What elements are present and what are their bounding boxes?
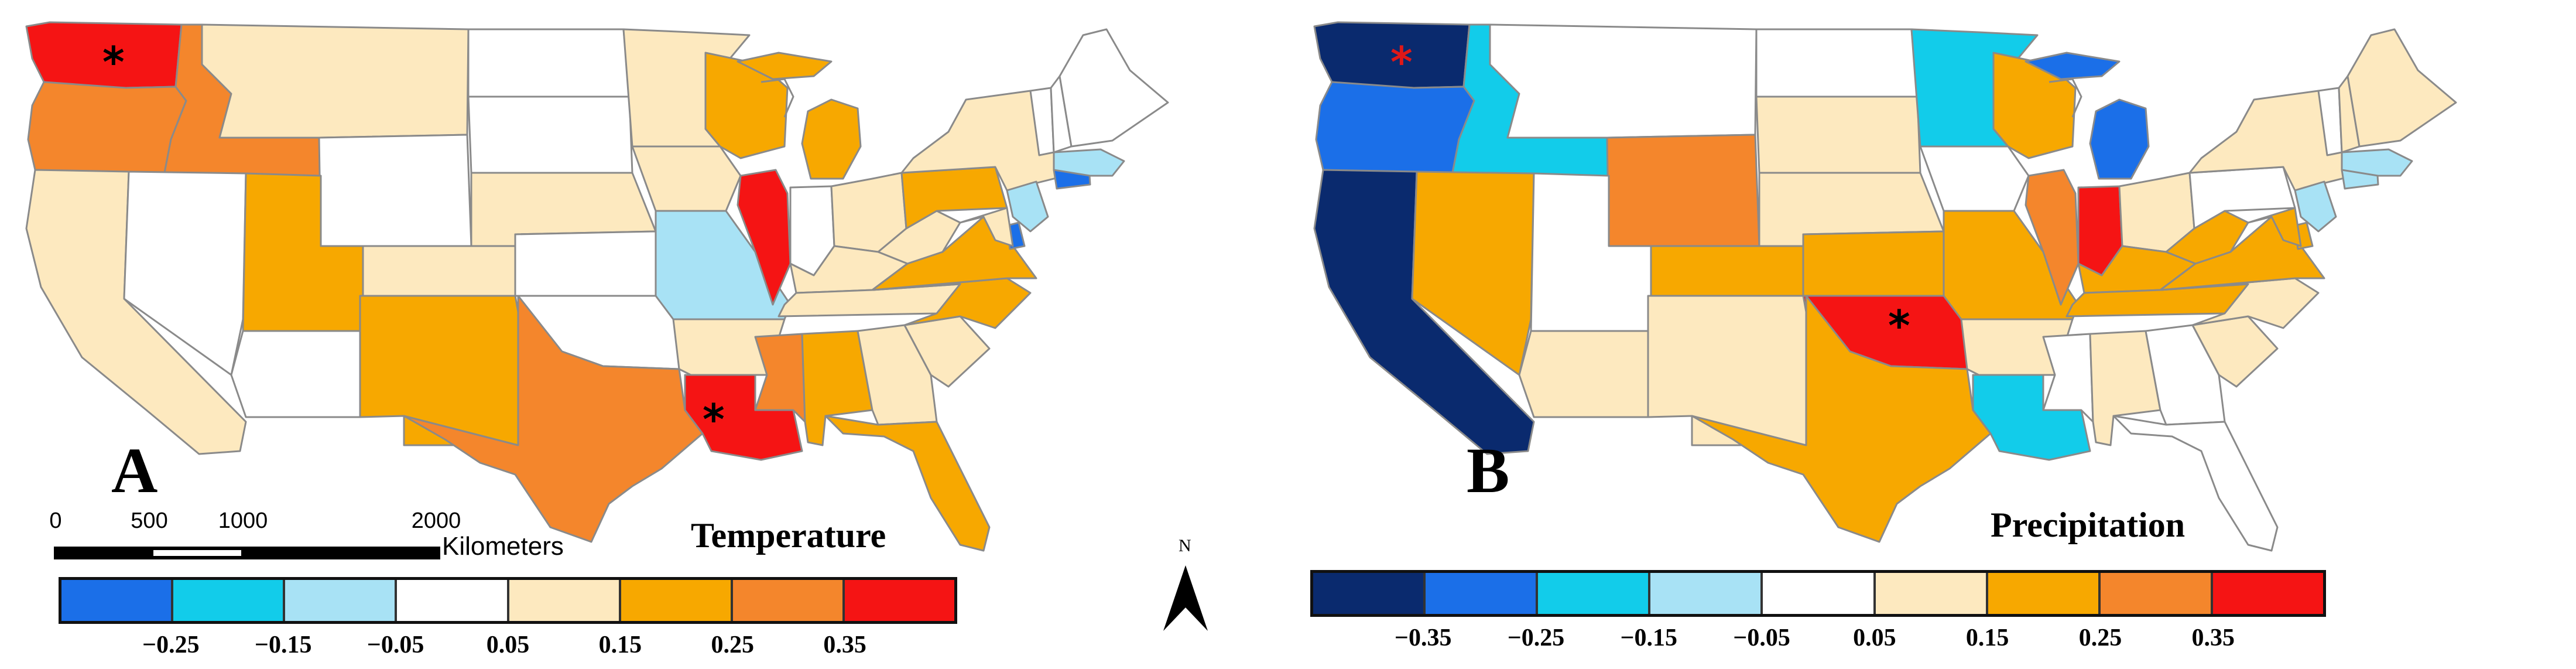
- state-nc: [2159, 277, 2320, 329]
- north-arrow-icon: [1163, 565, 1208, 631]
- legend-swatch-7: [2100, 573, 2213, 614]
- variable-title: Temperature: [691, 516, 886, 555]
- state-nd: [467, 28, 631, 98]
- color-legend: [59, 577, 957, 624]
- scale-tick-1000: 1000: [218, 508, 268, 533]
- legend-swatch-5: [621, 580, 733, 621]
- state-la: [684, 374, 803, 461]
- state-or: [1315, 81, 1475, 177]
- legend-tick-3: 0.05: [486, 632, 530, 658]
- legend-tick-7: 0.35: [2191, 624, 2235, 651]
- state-ms: [2042, 333, 2094, 423]
- significance-asterisk-wa: *: [1390, 37, 1413, 87]
- state-me: [1059, 28, 1169, 148]
- legend-tick-4: 0.05: [1853, 624, 1896, 651]
- state-ms: [754, 333, 806, 423]
- panel-letter: B: [1467, 435, 1510, 506]
- legend-swatch-2: [285, 580, 398, 621]
- north-label: N: [1179, 536, 1191, 555]
- panel-letter: A: [111, 435, 158, 506]
- state-nm: [1647, 295, 1810, 446]
- legend-tick-0: −0.35: [1395, 624, 1452, 651]
- legend-swatch-0: [1313, 573, 1426, 614]
- legend-swatch-1: [173, 580, 286, 621]
- scale-tick-2000: 2000: [411, 508, 461, 533]
- us-state-map: [1313, 21, 2457, 552]
- scale-tick-0: 0: [49, 508, 62, 533]
- state-fl: [2112, 415, 2279, 552]
- legend-tick-3: −0.05: [1733, 624, 1790, 651]
- state-mi: [737, 52, 862, 180]
- state-fl: [824, 415, 991, 552]
- state-md: [2247, 207, 2302, 247]
- state-il: [2025, 169, 2080, 306]
- state-ia: [631, 145, 742, 212]
- state-nv: [123, 170, 247, 376]
- legend-tick-1: −0.25: [1507, 624, 1565, 651]
- state-nv: [1411, 170, 1535, 376]
- state-md: [959, 207, 1014, 247]
- significance-asterisk-la: *: [703, 395, 725, 444]
- legend-swatch-4: [1763, 573, 1876, 614]
- legend-swatch-4: [509, 580, 621, 621]
- state-wy: [318, 134, 472, 247]
- state-ks: [1802, 230, 1945, 297]
- legend-swatch-1: [1426, 573, 1539, 614]
- scale-tick-500: 500: [131, 508, 168, 533]
- legend-tick-2: −0.05: [366, 632, 424, 658]
- legend-swatch-3: [397, 580, 509, 621]
- scale-unit: Kilometers: [442, 532, 564, 561]
- legend-swatch-8: [2212, 573, 2323, 614]
- scale-bar-segment: [153, 550, 241, 556]
- legend-swatch-0: [61, 580, 174, 621]
- legend-swatch-5: [1875, 573, 1988, 614]
- legend-swatch-7: [844, 580, 954, 621]
- significance-asterisk-wa: *: [102, 37, 125, 87]
- significance-asterisk-ok: *: [1888, 301, 1910, 350]
- state-nc: [871, 277, 1032, 329]
- state-tx: [403, 295, 704, 543]
- state-ma: [2341, 148, 2413, 177]
- state-tx: [1691, 295, 1992, 543]
- scale-bar-frame: [54, 547, 440, 559]
- legend-swatch-2: [1538, 573, 1651, 614]
- state-nj: [2294, 180, 2337, 233]
- state-nj: [1006, 180, 1049, 233]
- legend-tick-5: 0.15: [1965, 624, 2009, 651]
- panel-precipitation: B Precipitation −0.35 −0.25 −0.15 −0.05 0.05…: [1288, 0, 2576, 669]
- legend-swatch-3: [1650, 573, 1763, 614]
- state-ia: [1919, 145, 2030, 212]
- state-nm: [359, 295, 522, 446]
- state-mi: [2025, 52, 2150, 180]
- legend-tick-2: −0.15: [1620, 624, 1678, 651]
- state-or: [27, 81, 187, 177]
- state-nd: [1755, 28, 1919, 98]
- state-me: [2347, 28, 2457, 148]
- state-ma: [1053, 148, 1125, 177]
- lake-outline: [761, 78, 794, 118]
- legend-tick-4: 0.15: [598, 632, 642, 658]
- panel-temperature: A 0 500 1000 2000 Kilometers Temperature…: [25, 21, 1208, 658]
- legend-tick-1: −0.15: [255, 632, 312, 658]
- legend-tick-6: 0.25: [2078, 624, 2122, 651]
- state-az: [230, 330, 364, 418]
- state-ks: [514, 230, 657, 297]
- color-legend: [1310, 570, 2326, 617]
- lake-outline: [2049, 78, 2082, 118]
- state-sd: [1755, 95, 1921, 174]
- state-wy: [1606, 134, 1760, 247]
- legend-tick-0: −0.25: [142, 632, 200, 658]
- variable-title: Precipitation: [1991, 506, 2186, 544]
- legend-tick-5: 0.25: [711, 632, 755, 658]
- legend-swatch-6: [732, 580, 845, 621]
- legend-swatch-6: [1988, 573, 2101, 614]
- state-il: [737, 169, 792, 306]
- us-state-map: [25, 21, 1169, 552]
- state-la: [1972, 374, 2091, 461]
- state-mt: [201, 23, 470, 139]
- state-sd: [467, 95, 633, 174]
- state-mt: [1489, 23, 1758, 139]
- state-az: [1518, 330, 1652, 418]
- legend-tick-6: 0.35: [823, 632, 866, 658]
